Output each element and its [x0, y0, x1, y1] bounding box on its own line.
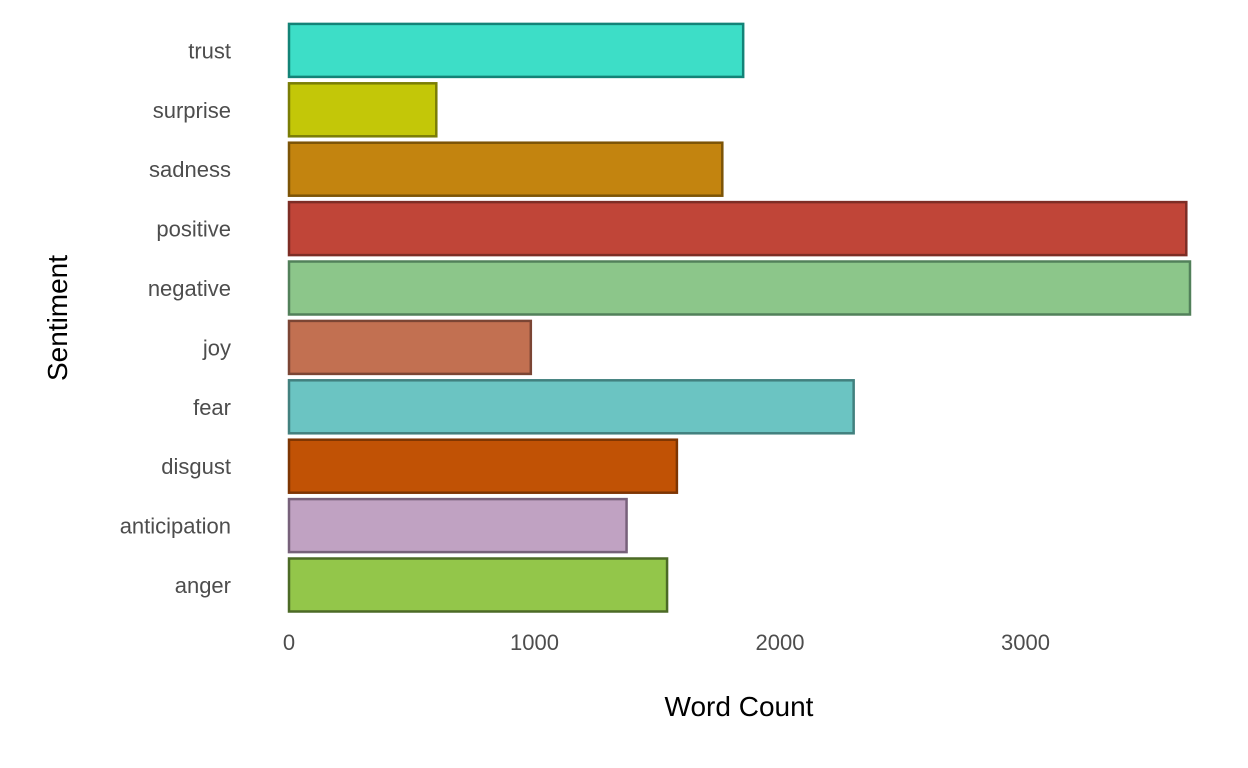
y-tick-label-disgust: disgust — [161, 454, 231, 479]
x-tick-label-2000: 2000 — [756, 630, 805, 655]
bar-joy — [287, 319, 533, 376]
bar-disgust — [287, 438, 679, 494]
y-tick-label-sadness: sadness — [149, 157, 231, 182]
y-tick-label-positive: positive — [156, 217, 231, 242]
x-tick-label-0: 0 — [283, 630, 295, 655]
x-tick-label-3000: 3000 — [1001, 630, 1050, 655]
bar-fear — [287, 379, 855, 435]
bar-anticipation — [287, 497, 628, 554]
bar-positive — [287, 200, 1188, 257]
bar-negative — [287, 260, 1192, 316]
bar-surprise — [287, 82, 438, 138]
bar-trust — [287, 22, 745, 79]
y-axis-ticks: anger anticipation disgust fear joy negative p… — [120, 38, 231, 598]
y-tick-label-anger: anger — [175, 573, 231, 598]
y-tick-label-negative: negative — [148, 276, 231, 301]
y-tick-label-trust: trust — [188, 38, 231, 63]
x-axis-ticks: 0 1000 2000 3000 — [283, 630, 1050, 655]
x-axis-title: Word Count — [665, 691, 814, 722]
bars-layer — [287, 22, 1192, 613]
x-tick-label-1000: 1000 — [510, 630, 559, 655]
bar-sadness — [287, 141, 724, 197]
y-tick-label-surprise: surprise — [153, 98, 231, 123]
y-axis-title: Sentiment — [42, 255, 73, 381]
y-tick-label-anticipation: anticipation — [120, 514, 231, 539]
y-tick-label-joy: joy — [202, 335, 231, 360]
y-tick-label-fear: fear — [193, 395, 231, 420]
bar-anger — [287, 557, 669, 613]
